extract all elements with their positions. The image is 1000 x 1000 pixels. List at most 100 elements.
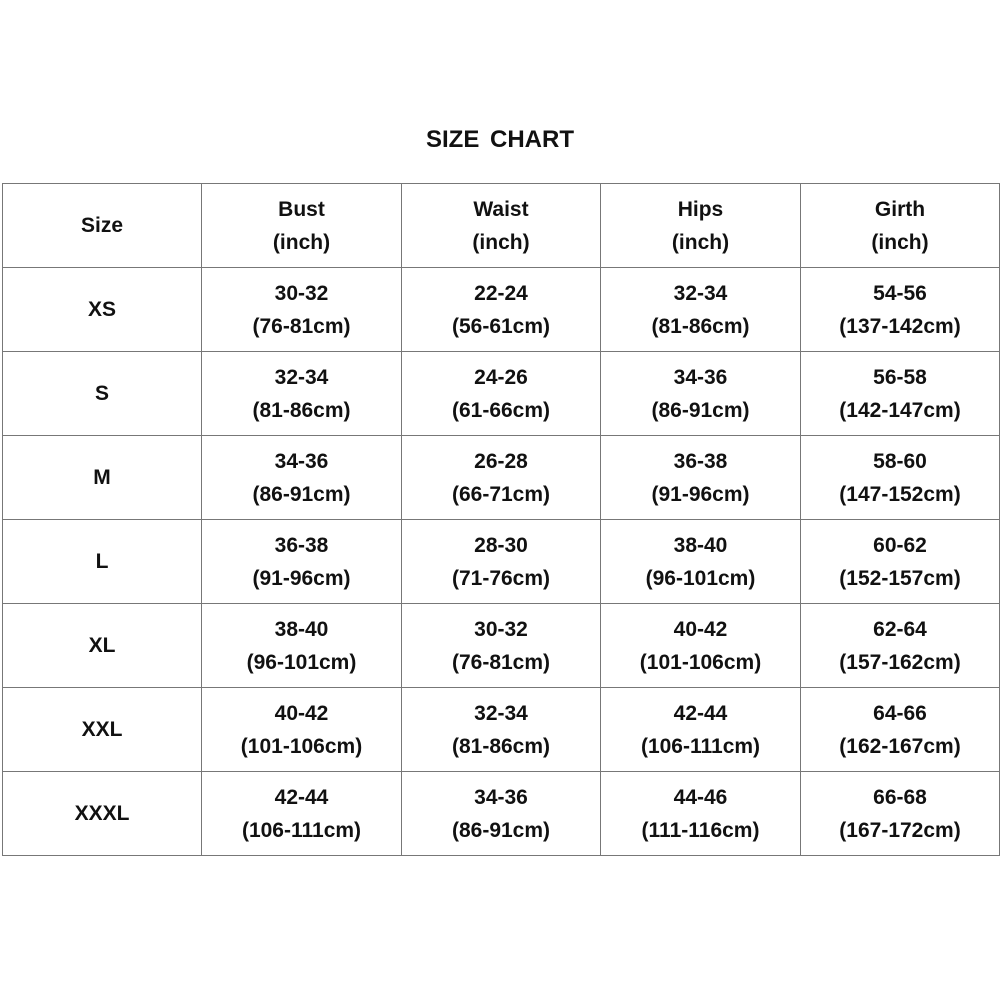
inch-range: 24-26 [474, 365, 528, 389]
inch-range: 62-64 [873, 617, 927, 641]
girth-cell: 60-62 (152-157cm) [800, 519, 1000, 604]
waist-cell: 30-32 (76-81cm) [401, 603, 601, 688]
inch-range: 30-32 [474, 617, 528, 641]
inch-range: 22-24 [474, 281, 528, 305]
girth-cell: 66-68 (167-172cm) [800, 771, 1000, 856]
hips-cell: 44-46 (111-116cm) [600, 771, 801, 856]
cm-range: (71-76cm) [451, 566, 551, 590]
inch-range: 56-58 [873, 365, 927, 389]
table-row: XS 30-32 (76-81cm) 22-24 (56-61cm) 32-34 (81-8… [2, 267, 1000, 352]
header-size: Size [2, 183, 202, 268]
inch-range: 42-44 [673, 701, 728, 725]
cm-range: (96-101cm) [645, 566, 756, 590]
bust-cell: 42-44 (106-111cm) [201, 771, 402, 856]
size-cell: M [2, 435, 202, 520]
bust-cell: 30-32 (76-81cm) [201, 267, 402, 352]
cm-range: (86-91cm) [651, 398, 750, 422]
cm-range: (147-152cm) [839, 482, 961, 506]
cm-range: (91-96cm) [651, 482, 750, 506]
cm-range: (61-66cm) [451, 398, 551, 422]
bust-cell: 40-42 (101-106cm) [201, 687, 402, 772]
header-unit: (inch) [671, 230, 730, 254]
cm-range: (152-157cm) [839, 566, 961, 590]
inch-range: 34-36 [673, 365, 728, 389]
header-unit: (inch) [272, 230, 331, 254]
cm-range: (91-96cm) [252, 566, 351, 590]
hips-cell: 40-42 (101-106cm) [600, 603, 801, 688]
size-label: XXL [81, 718, 123, 741]
cm-range: (81-86cm) [451, 734, 551, 758]
header-label: Girth [874, 197, 926, 221]
girth-cell: 64-66 (162-167cm) [800, 687, 1000, 772]
cm-range: (96-101cm) [246, 650, 357, 674]
header-girth: Girth (inch) [800, 183, 1000, 268]
inch-range: 26-28 [474, 449, 528, 473]
table-row: XXXL 42-44 (106-111cm) 34-36 (86-91cm) 44-46 (… [2, 771, 1000, 856]
inch-range: 32-34 [673, 281, 728, 305]
header-label: Bust [278, 197, 325, 221]
inch-range: 66-68 [873, 785, 927, 809]
inch-range: 60-62 [873, 533, 927, 557]
inch-range: 38-40 [274, 617, 329, 641]
cm-range: (66-71cm) [451, 482, 551, 506]
size-label: XS [87, 298, 116, 321]
hips-cell: 42-44 (106-111cm) [600, 687, 801, 772]
girth-cell: 56-58 (142-147cm) [800, 351, 1000, 436]
size-cell: XXL [2, 687, 202, 772]
cm-range: (111-116cm) [641, 818, 760, 842]
inch-range: 28-30 [474, 533, 528, 557]
hips-cell: 32-34 (81-86cm) [600, 267, 801, 352]
hips-cell: 34-36 (86-91cm) [600, 351, 801, 436]
table-row: S 32-34 (81-86cm) 24-26 (61-66cm) 34-36 (86-91… [2, 351, 1000, 436]
waist-cell: 28-30 (71-76cm) [401, 519, 601, 604]
size-label: S [94, 382, 109, 405]
header-waist: Waist (inch) [401, 183, 601, 268]
waist-cell: 22-24 (56-61cm) [401, 267, 601, 352]
size-cell: XL [2, 603, 202, 688]
inch-range: 32-34 [274, 365, 329, 389]
size-label: M [93, 466, 111, 489]
size-label: L [95, 550, 109, 573]
size-cell: S [2, 351, 202, 436]
size-cell: L [2, 519, 202, 604]
bust-cell: 32-34 (81-86cm) [201, 351, 402, 436]
inch-range: 64-66 [873, 701, 927, 725]
cm-range: (86-91cm) [451, 818, 551, 842]
cm-range: (101-106cm) [240, 734, 363, 758]
table-row: M 34-36 (86-91cm) 26-28 (66-71cm) 36-38 (91-96… [2, 435, 1000, 520]
cm-range: (81-86cm) [651, 314, 750, 338]
table-row: XL 38-40 (96-101cm) 30-32 (76-81cm) 40-42 (101… [2, 603, 1000, 688]
inch-range: 30-32 [274, 281, 329, 305]
cm-range: (137-142cm) [839, 314, 961, 338]
hips-cell: 38-40 (96-101cm) [600, 519, 801, 604]
cm-range: (81-86cm) [252, 398, 351, 422]
inch-range: 42-44 [274, 785, 329, 809]
size-label: XL [88, 634, 116, 657]
cm-range: (56-61cm) [451, 314, 551, 338]
inch-range: 32-34 [474, 701, 528, 725]
bust-cell: 34-36 (86-91cm) [201, 435, 402, 520]
inch-range: 36-38 [673, 449, 728, 473]
inch-range: 40-42 [673, 617, 728, 641]
waist-cell: 32-34 (81-86cm) [401, 687, 601, 772]
bust-cell: 38-40 (96-101cm) [201, 603, 402, 688]
waist-cell: 34-36 (86-91cm) [401, 771, 601, 856]
inch-range: 38-40 [673, 533, 728, 557]
cm-range: (86-91cm) [252, 482, 351, 506]
cm-range: (106-111cm) [640, 734, 761, 758]
inch-range: 58-60 [873, 449, 927, 473]
table-row: L 36-38 (91-96cm) 28-30 (71-76cm) 38-40 (96-10… [2, 519, 1000, 604]
cm-range: (106-111cm) [241, 818, 362, 842]
cm-range: (142-147cm) [839, 398, 961, 422]
cm-range: (76-81cm) [451, 650, 551, 674]
inch-range: 34-36 [274, 449, 329, 473]
hips-cell: 36-38 (91-96cm) [600, 435, 801, 520]
girth-cell: 54-56 (137-142cm) [800, 267, 1000, 352]
cm-range: (157-162cm) [839, 650, 961, 674]
inch-range: 40-42 [274, 701, 329, 725]
header-bust: Bust (inch) [201, 183, 402, 268]
inch-range: 34-36 [474, 785, 528, 809]
header-hips: Hips (inch) [600, 183, 801, 268]
size-chart-table: Size Bust (inch) Waist (inch) Hips (inch) G… [2, 183, 1000, 856]
cm-range: (76-81cm) [252, 314, 351, 338]
